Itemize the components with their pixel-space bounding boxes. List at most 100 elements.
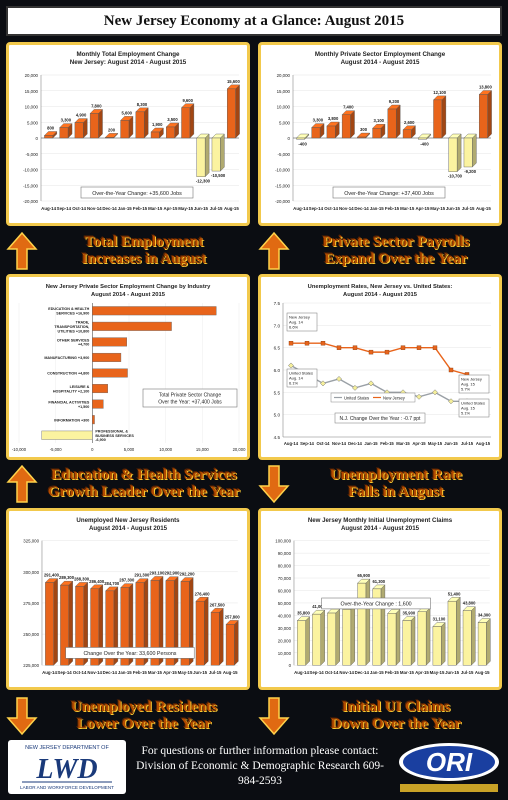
caption-line-1: Initial UI Claims (341, 699, 451, 715)
bar-Jul-15 (463, 133, 477, 168)
lwd-logo-sub: LABOR AND WORKFORCE DEVELOPMENT (20, 785, 114, 790)
data-label: 41,000 (312, 604, 325, 609)
x-tick-label: Dec-14 (348, 441, 362, 446)
y-tick-label: 325,000 (23, 539, 39, 544)
bar-Apr-15 (165, 122, 180, 139)
bar-Apr-15 (417, 133, 432, 140)
annotation-text: Over-the-Year Change: +35,600 Jobs (92, 191, 182, 197)
callout-line: 5.1% (461, 411, 471, 416)
caption-text: Initial UI Claims Down Over the Year (290, 699, 502, 733)
chart-annotation: Over-the-Year Change: +37,400 Jobs (332, 186, 446, 199)
x-tick-label: Mar-15 (400, 670, 415, 675)
bar-Apr-15 (165, 576, 179, 666)
x-tick-label: May-15 (178, 670, 193, 675)
x-tick-label: Jul-15 (461, 441, 474, 446)
data-label: 289,300 (59, 575, 75, 580)
data-label: 8,300 (137, 102, 148, 107)
arrow-down-icon (258, 465, 290, 504)
data-label: 31,100 (433, 617, 446, 622)
x-tick-label: Jun-15 (193, 670, 208, 675)
series-point (288, 362, 294, 369)
industry-label: LEISURE & (70, 385, 90, 389)
series-line-new-jersey (291, 342, 484, 385)
x-tick-label: Feb-15 (133, 670, 148, 675)
y-tick-label: -10,000 (23, 168, 38, 173)
bar-Mar-15 (402, 125, 416, 139)
callout-line: 5.7% (461, 387, 471, 392)
caption-line-1: Education & Health Services (51, 467, 237, 483)
industry-label: INFORMATION +300 (54, 418, 89, 422)
bar-Sep-14 (59, 123, 73, 139)
chart-subtitle: New Jersey: August 2014 - August 2015 (70, 59, 187, 66)
industry-label: EDUCATION & HEALTH (48, 307, 89, 311)
bar-Feb-15 (135, 107, 149, 139)
y-tick-label: 6.5 (274, 346, 281, 351)
x-tick-label: -10,000 (12, 447, 27, 452)
x-tick-label: Jun-15 (445, 670, 460, 675)
x-tick-label: Jan-15 (118, 206, 132, 211)
annotation-text: Over-the-Year Change : 1,600 (340, 602, 411, 608)
y-tick-label: 0 (36, 136, 39, 141)
y-tick-label: 7.5 (274, 301, 281, 306)
bar-Apr-15 (417, 607, 431, 666)
bar-Jun-15 (447, 596, 461, 666)
annotation-text: Over-the-Year Change: +37,400 Jobs (344, 191, 434, 197)
series-point (304, 340, 310, 346)
data-label: 9,600 (182, 98, 193, 103)
caption-line-2: Falls in August (348, 484, 444, 500)
x-tick-label: Oct-14 (316, 441, 330, 446)
chart-panel-unemployment-rate: Unemployment Rates, New Jersey vs. Unite… (258, 274, 502, 460)
data-label: -10,700 (448, 174, 463, 179)
y-tick-label: 60,000 (278, 588, 292, 593)
bar-Dec-14 (357, 578, 371, 666)
x-tick-label: Feb-15 (385, 670, 400, 675)
bar-Nov-14 (342, 605, 356, 666)
caption-unemployment-rate: Unemployment Rate Falls in August (258, 462, 502, 506)
x-tick-label: Aug-14 (41, 206, 56, 211)
y-tick-label: 0 (289, 663, 292, 668)
annotation-text: Total Private Sector Change (159, 393, 221, 399)
caption-line-2: Lower Over the Year (76, 716, 212, 732)
x-tick-label: Dec-14 (103, 670, 118, 675)
y-tick-label: -20,000 (275, 199, 290, 204)
bar-Aug-15 (226, 84, 241, 139)
bar-Jan-15 (372, 584, 386, 666)
y-tick-label: 275,000 (23, 601, 39, 606)
data-label: 5,600 (122, 110, 133, 115)
chart-panel-unemployed-residents: Unemployed New Jersey Residents August 20… (6, 508, 250, 690)
chart-title: New Jersey Private Sector Employment Cha… (46, 284, 211, 290)
x-tick-label: May-15 (178, 206, 193, 211)
callout-line: Aug. 15 (461, 382, 476, 387)
data-label: 3,300 (313, 118, 324, 123)
bar-Feb-15 (135, 578, 149, 666)
y-tick-label: -5,000 (26, 152, 39, 157)
industry-label: TRADE, (76, 321, 90, 325)
x-tick-label: Apr-15 (416, 206, 430, 211)
page-title: New Jersey Economy at a Glance: August 2… (6, 6, 502, 36)
caption-text: Unemployment Rate Falls in August (290, 467, 502, 501)
x-tick-label: 20,000 (233, 447, 246, 452)
callout-line: Aug. 15 (461, 406, 476, 411)
y-tick-label: -20,000 (23, 199, 38, 204)
y-tick-label: 10,000 (278, 651, 292, 656)
bar-Jan-15 (372, 123, 386, 139)
industry-label: UTILITIES +10,800 (57, 329, 89, 333)
chart-annotation: Over-the-Year Change: +35,600 Jobs (80, 186, 194, 199)
x-tick-label: Feb-15 (380, 441, 394, 446)
data-label: 800 (47, 125, 55, 130)
data-label: 15,600 (227, 79, 240, 84)
bar-Dec-14 (105, 586, 119, 666)
x-tick-label: Feb-15 (385, 206, 400, 211)
x-tick-label: Jan-15 (364, 441, 378, 446)
y-tick-label: 30,000 (278, 626, 292, 631)
y-tick-label: 100,000 (275, 539, 291, 544)
ori-logo-main: ORI (426, 747, 473, 777)
y-tick-label: 225,000 (23, 663, 39, 668)
bar-industry (92, 306, 217, 316)
x-tick-label: Apr-15 (163, 670, 177, 675)
series-point (288, 340, 294, 346)
caption-unemployed-residents: Unemployed Residents Lower Over the Year (6, 694, 250, 738)
footer-line-2: Division of Economic & Demographic Resea… (136, 760, 384, 787)
